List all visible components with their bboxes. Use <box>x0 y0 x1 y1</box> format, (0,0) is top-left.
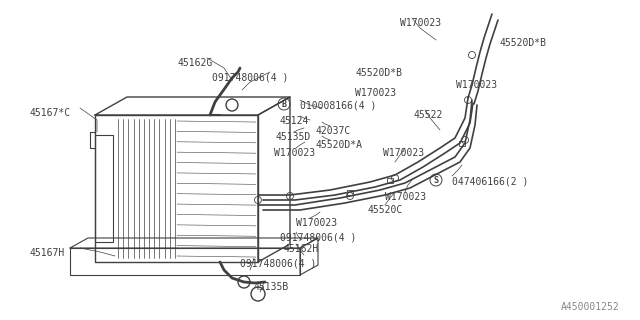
Text: 45520C: 45520C <box>367 205 403 215</box>
Text: 45522: 45522 <box>414 110 444 120</box>
Text: 45162H: 45162H <box>284 244 319 254</box>
Text: W170023: W170023 <box>355 88 396 98</box>
Text: 45135D: 45135D <box>276 132 311 142</box>
Text: 45520D*B: 45520D*B <box>500 38 547 48</box>
Text: W170023: W170023 <box>383 148 424 158</box>
Text: 091748006(4 ): 091748006(4 ) <box>212 72 289 82</box>
Text: W170023: W170023 <box>274 148 315 158</box>
Text: W170023: W170023 <box>296 218 337 228</box>
Text: 45162G: 45162G <box>178 58 213 68</box>
Text: 091748006(4 ): 091748006(4 ) <box>280 232 356 242</box>
Text: 45520D*B: 45520D*B <box>355 68 402 78</box>
Text: 45135B: 45135B <box>254 282 289 292</box>
Bar <box>347 190 353 195</box>
Text: 091748006(4 ): 091748006(4 ) <box>240 258 316 268</box>
Text: 45520D*A: 45520D*A <box>316 140 363 150</box>
Text: 42037C: 42037C <box>316 126 351 136</box>
Text: W170023: W170023 <box>456 80 497 90</box>
Text: 45167H: 45167H <box>30 248 65 258</box>
Text: A450001252: A450001252 <box>561 302 620 312</box>
Text: 45167*C: 45167*C <box>30 108 71 118</box>
Text: 45124: 45124 <box>280 116 309 126</box>
Text: W170023: W170023 <box>385 192 426 202</box>
Bar <box>387 178 393 183</box>
Text: B: B <box>282 100 287 108</box>
Text: W170023: W170023 <box>400 18 441 28</box>
Bar <box>459 141 465 146</box>
Text: S: S <box>433 175 438 185</box>
Text: 047406166(2 ): 047406166(2 ) <box>452 176 529 186</box>
Text: 010008166(4 ): 010008166(4 ) <box>300 100 376 110</box>
